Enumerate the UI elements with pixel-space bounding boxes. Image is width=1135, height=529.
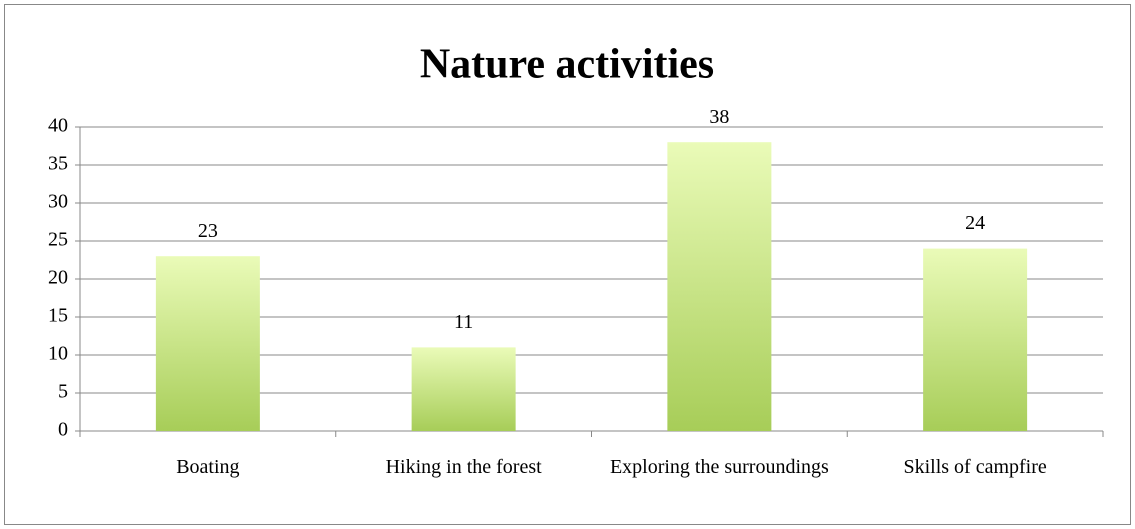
bar: [155, 256, 260, 431]
bar: [923, 248, 1028, 431]
x-tick-label: Exploring the surroundings: [609, 456, 829, 478]
data-label: 23: [198, 220, 218, 242]
x-tick-label: Boating: [176, 456, 240, 478]
data-label: 38: [709, 106, 729, 128]
y-tick-label: 40: [48, 115, 68, 137]
bar: [667, 142, 772, 431]
y-tick-label: 20: [48, 267, 68, 289]
chart-title: Nature activities: [420, 42, 714, 88]
y-tick-label: 0: [58, 419, 68, 441]
y-tick-label: 25: [48, 229, 68, 251]
data-label: 24: [965, 212, 985, 234]
y-tick-label: 15: [48, 305, 68, 327]
x-tick-label: Hiking in the forest: [385, 456, 542, 478]
data-label: 11: [454, 311, 473, 333]
y-tick-label: 5: [58, 381, 68, 403]
x-tick-label: Skills of campfire: [903, 456, 1047, 478]
bar: [411, 347, 516, 431]
y-tick-label: 10: [48, 343, 68, 365]
y-tick-label: 35: [48, 153, 68, 175]
y-tick-label: 30: [48, 191, 68, 213]
